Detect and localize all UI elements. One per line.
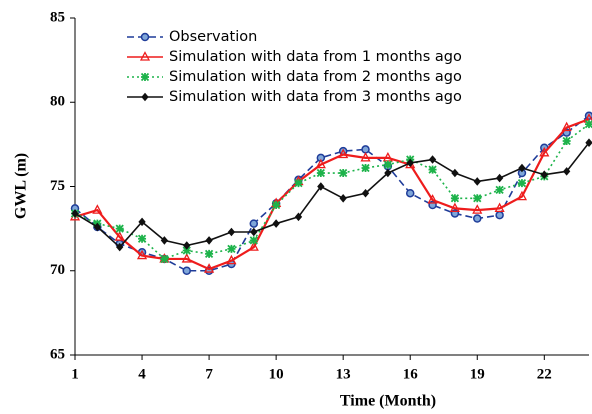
point bbox=[562, 136, 571, 146]
point bbox=[294, 212, 303, 222]
point bbox=[473, 177, 481, 186]
y-tick-label: 80 bbox=[50, 94, 65, 110]
x-tick-label: 13 bbox=[336, 366, 351, 382]
legend-label: Observation bbox=[169, 29, 257, 45]
point bbox=[472, 204, 483, 214]
point bbox=[316, 168, 325, 178]
legend-marker bbox=[140, 32, 150, 42]
point bbox=[181, 253, 192, 263]
point bbox=[361, 163, 370, 173]
legend-label: Simulation with data from 3 months ago bbox=[169, 89, 462, 105]
point bbox=[494, 202, 505, 213]
point bbox=[540, 170, 548, 179]
point bbox=[71, 209, 79, 218]
point bbox=[182, 266, 191, 275]
point bbox=[272, 219, 280, 228]
point bbox=[428, 165, 437, 174]
legend-marker bbox=[140, 72, 150, 82]
point bbox=[427, 194, 438, 204]
x-tick-label: 4 bbox=[138, 366, 146, 382]
point bbox=[160, 236, 169, 245]
y-tick-label: 65 bbox=[50, 346, 65, 362]
point bbox=[248, 241, 259, 251]
legend-label: Simulation with data from 1 months ago bbox=[169, 49, 462, 65]
point bbox=[473, 214, 482, 223]
point bbox=[116, 242, 124, 252]
point bbox=[584, 120, 592, 129]
point bbox=[205, 236, 213, 245]
point bbox=[473, 194, 482, 203]
point bbox=[405, 188, 415, 198]
point bbox=[115, 224, 124, 233]
point bbox=[160, 254, 169, 264]
x-tick-label: 19 bbox=[470, 366, 485, 382]
point bbox=[518, 163, 526, 173]
x-tick-label: 10 bbox=[269, 366, 284, 382]
point bbox=[227, 244, 236, 253]
y-tick-label: 85 bbox=[50, 9, 65, 25]
point bbox=[383, 160, 393, 169]
point bbox=[585, 138, 592, 147]
point bbox=[204, 249, 214, 259]
point bbox=[294, 178, 303, 188]
point bbox=[495, 210, 504, 220]
point bbox=[495, 173, 504, 183]
legend-marker bbox=[141, 92, 149, 102]
point bbox=[137, 234, 147, 243]
point bbox=[271, 200, 281, 210]
point bbox=[539, 146, 550, 157]
point bbox=[428, 155, 437, 164]
point bbox=[516, 190, 528, 201]
point bbox=[250, 227, 258, 237]
point bbox=[182, 246, 191, 255]
point bbox=[315, 158, 326, 169]
x-tick-label: 1 bbox=[71, 366, 79, 382]
point bbox=[136, 249, 148, 260]
x-tick-label: 16 bbox=[403, 366, 419, 382]
point bbox=[451, 168, 459, 178]
point bbox=[562, 167, 571, 176]
legend-marker bbox=[139, 51, 151, 61]
series-line bbox=[74, 142, 590, 249]
point bbox=[114, 231, 125, 241]
point bbox=[204, 263, 215, 273]
x-tick-label: 7 bbox=[205, 366, 213, 382]
series-line bbox=[74, 118, 590, 271]
point bbox=[561, 121, 572, 132]
point bbox=[249, 236, 258, 245]
point bbox=[406, 158, 414, 168]
point bbox=[227, 227, 236, 237]
point bbox=[339, 194, 347, 203]
y-tick-label: 75 bbox=[50, 178, 65, 194]
y-tick-label: 70 bbox=[50, 262, 65, 278]
point bbox=[249, 219, 259, 228]
point bbox=[517, 178, 527, 188]
y-axis-label: GWL (m) bbox=[13, 153, 30, 219]
point bbox=[449, 202, 460, 213]
point bbox=[495, 185, 504, 195]
point bbox=[183, 241, 191, 250]
point bbox=[361, 188, 370, 198]
x-axis-label: Time (Month) bbox=[340, 393, 436, 410]
point bbox=[92, 204, 103, 214]
point bbox=[361, 145, 370, 154]
point bbox=[317, 182, 325, 191]
point bbox=[338, 148, 349, 159]
point bbox=[226, 254, 237, 265]
point bbox=[450, 194, 460, 203]
legend-label: Simulation with data from 2 months ago bbox=[169, 69, 462, 85]
point bbox=[384, 168, 392, 178]
point bbox=[339, 168, 348, 178]
point bbox=[360, 151, 371, 162]
x-tick-label: 22 bbox=[537, 366, 552, 382]
point bbox=[138, 217, 146, 227]
point bbox=[93, 222, 102, 232]
